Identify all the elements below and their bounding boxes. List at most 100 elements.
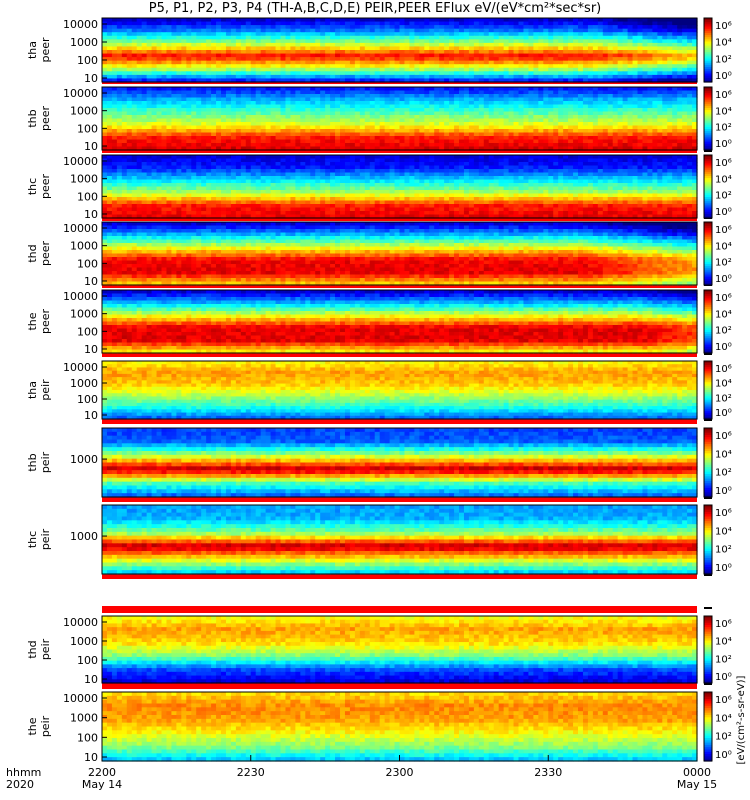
heatmap-cell bbox=[235, 39, 242, 44]
heatmap-cell bbox=[335, 139, 341, 144]
heatmap-cell bbox=[255, 50, 262, 55]
heatmap-cell bbox=[211, 50, 217, 55]
heatmap-cell bbox=[161, 169, 168, 174]
heatmap-cell bbox=[186, 108, 192, 113]
heatmap-cell bbox=[225, 104, 232, 109]
heatmap-cell bbox=[389, 60, 396, 65]
heatmap-cell bbox=[563, 28, 569, 33]
heatmap-cell bbox=[503, 136, 510, 141]
heatmap-cell bbox=[414, 32, 420, 37]
separator-gap bbox=[704, 150, 712, 152]
heatmap-cell bbox=[538, 46, 544, 51]
heatmap-cell bbox=[568, 78, 574, 83]
heatmap-cell bbox=[166, 136, 173, 141]
heatmap-cell bbox=[379, 78, 386, 83]
heatmap-cell bbox=[692, 158, 698, 163]
heatmap-cell bbox=[389, 101, 396, 106]
heatmap-cell bbox=[468, 25, 475, 30]
heatmap-cell bbox=[483, 57, 490, 62]
heatmap-cell bbox=[290, 104, 296, 109]
heatmap-cell bbox=[310, 125, 316, 130]
heatmap-cell bbox=[116, 57, 123, 62]
heatmap-cell bbox=[573, 57, 579, 62]
heatmap-cell bbox=[563, 101, 569, 106]
heatmap-cell bbox=[582, 155, 589, 160]
heatmap-cell bbox=[429, 21, 435, 26]
heatmap-cell bbox=[642, 129, 649, 134]
heatmap-cell bbox=[617, 115, 624, 120]
heatmap-cell bbox=[553, 32, 559, 37]
heatmap-cell bbox=[587, 57, 594, 62]
heatmap-cell bbox=[290, 139, 296, 144]
heatmap-cell bbox=[444, 21, 450, 26]
heatmap-cell bbox=[612, 143, 619, 148]
heatmap-cell bbox=[260, 115, 267, 120]
heatmap-cell bbox=[240, 35, 247, 40]
heatmap-cell bbox=[607, 25, 614, 30]
heatmap-cell bbox=[310, 87, 316, 92]
heatmap-cell bbox=[171, 111, 177, 116]
heatmap-cell bbox=[637, 143, 644, 148]
heatmap-cell bbox=[280, 21, 287, 26]
heatmap-cell bbox=[126, 57, 133, 62]
heatmap-cell bbox=[344, 32, 351, 37]
heatmap-cell bbox=[473, 21, 480, 26]
heatmap-cell bbox=[389, 39, 396, 44]
heatmap-cell bbox=[211, 155, 217, 160]
heatmap-cell bbox=[444, 111, 450, 116]
heatmap-cell bbox=[692, 87, 698, 92]
heatmap-cell bbox=[503, 39, 510, 44]
heatmap-cell bbox=[121, 46, 128, 51]
heatmap-cell bbox=[419, 90, 425, 95]
heatmap-cell bbox=[553, 39, 559, 44]
heatmap-cell bbox=[617, 78, 624, 83]
heatmap-cell bbox=[642, 57, 649, 62]
heatmap-cell bbox=[399, 111, 406, 116]
heatmap-cell bbox=[225, 155, 232, 160]
heatmap-cell bbox=[518, 32, 525, 37]
heatmap-cell bbox=[657, 143, 663, 148]
heatmap-cell bbox=[682, 139, 688, 144]
heatmap-cell bbox=[280, 101, 287, 106]
heatmap-cell bbox=[652, 53, 658, 58]
heatmap-cell bbox=[102, 108, 108, 113]
heatmap-cell bbox=[404, 42, 411, 48]
heatmap-cell bbox=[558, 104, 564, 109]
heatmap-cell bbox=[211, 158, 217, 163]
heatmap-cell bbox=[568, 139, 574, 144]
heatmap-cell bbox=[225, 162, 232, 167]
heatmap-cell bbox=[622, 162, 629, 167]
heatmap-cell bbox=[488, 39, 495, 44]
heatmap-cell bbox=[384, 18, 391, 23]
heatmap-cell bbox=[538, 18, 544, 23]
heatmap-cell bbox=[439, 39, 445, 44]
heatmap-cell bbox=[434, 94, 440, 99]
heatmap-cell bbox=[657, 87, 663, 92]
heatmap-cell bbox=[533, 21, 539, 26]
heatmap-cell bbox=[191, 67, 197, 72]
heatmap-cell bbox=[627, 94, 634, 99]
heatmap-cell bbox=[340, 104, 346, 109]
heatmap-cell bbox=[280, 87, 287, 92]
heatmap-cell bbox=[558, 143, 564, 148]
heatmap-cell bbox=[612, 18, 619, 23]
heatmap-cell bbox=[325, 42, 331, 48]
heatmap-cell bbox=[315, 74, 321, 80]
heatmap-cell bbox=[444, 94, 450, 99]
heatmap-cell bbox=[260, 42, 267, 48]
heatmap-cell bbox=[290, 53, 296, 58]
heatmap-cell bbox=[156, 53, 163, 58]
heatmap-cell bbox=[687, 115, 693, 120]
heatmap-cell bbox=[270, 87, 277, 92]
heatmap-cell bbox=[538, 162, 544, 167]
heatmap-cell bbox=[196, 35, 202, 40]
heatmap-cell bbox=[538, 146, 544, 151]
heatmap-cell bbox=[478, 46, 485, 51]
heatmap-cell bbox=[310, 28, 316, 33]
heatmap-cell bbox=[597, 101, 604, 106]
heatmap-cell bbox=[424, 35, 430, 40]
heatmap-cell bbox=[667, 21, 673, 26]
heatmap-cell bbox=[632, 28, 639, 33]
heatmap-cell bbox=[151, 46, 158, 51]
heatmap-cell bbox=[419, 46, 425, 51]
